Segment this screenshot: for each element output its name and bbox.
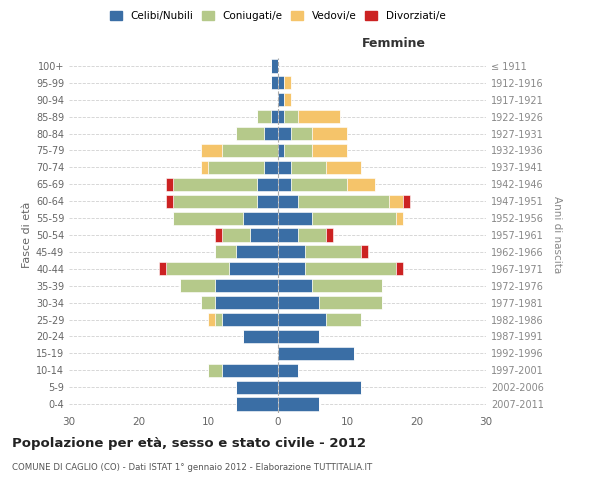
Bar	[257, 178, 277, 191]
Bar	[277, 313, 326, 326]
Bar	[277, 93, 284, 106]
Bar	[257, 194, 277, 208]
Text: COMUNE DI CAGLIO (CO) - Dati ISTAT 1° gennaio 2012 - Elaborazione TUTTITALIA.IT: COMUNE DI CAGLIO (CO) - Dati ISTAT 1° ge…	[12, 464, 372, 472]
Bar	[319, 296, 382, 309]
Bar	[222, 228, 250, 241]
Bar	[389, 194, 403, 208]
Bar	[277, 76, 284, 90]
Bar	[312, 127, 347, 140]
Bar	[312, 212, 395, 224]
Bar	[326, 228, 333, 241]
Bar	[222, 144, 277, 157]
Bar	[277, 127, 292, 140]
Bar	[236, 398, 277, 410]
Bar	[326, 313, 361, 326]
Bar	[326, 161, 361, 174]
Bar	[180, 279, 215, 292]
Bar	[208, 364, 222, 377]
Y-axis label: Fasce di età: Fasce di età	[22, 202, 32, 268]
Bar	[284, 110, 298, 124]
Bar	[166, 194, 173, 208]
Bar	[395, 212, 403, 224]
Bar	[222, 364, 277, 377]
Bar	[208, 161, 263, 174]
Bar	[271, 76, 277, 90]
Bar	[361, 246, 368, 258]
Bar	[215, 246, 236, 258]
Bar	[292, 161, 326, 174]
Bar	[271, 60, 277, 72]
Bar	[305, 246, 361, 258]
Bar	[160, 262, 166, 276]
Bar	[403, 194, 410, 208]
Bar	[215, 279, 277, 292]
Bar	[277, 194, 298, 208]
Bar	[215, 228, 222, 241]
Bar	[277, 380, 361, 394]
Bar	[395, 262, 403, 276]
Bar	[250, 228, 277, 241]
Bar	[257, 110, 271, 124]
Bar	[222, 313, 277, 326]
Bar	[277, 161, 292, 174]
Bar	[236, 246, 277, 258]
Bar	[229, 262, 277, 276]
Bar	[215, 296, 277, 309]
Legend: Celibi/Nubili, Coniugati/e, Vedovi/e, Divorziati/e: Celibi/Nubili, Coniugati/e, Vedovi/e, Di…	[107, 8, 448, 24]
Bar	[215, 313, 222, 326]
Bar	[284, 76, 292, 90]
Bar	[166, 178, 173, 191]
Bar	[173, 212, 243, 224]
Bar	[236, 380, 277, 394]
Bar	[312, 144, 347, 157]
Bar	[277, 110, 284, 124]
Text: Femmine: Femmine	[362, 38, 426, 51]
Bar	[277, 212, 312, 224]
Bar	[305, 262, 395, 276]
Bar	[277, 346, 354, 360]
Bar	[277, 279, 312, 292]
Bar	[284, 93, 292, 106]
Y-axis label: Anni di nascita: Anni di nascita	[552, 196, 562, 274]
Bar	[201, 144, 222, 157]
Bar	[312, 279, 382, 292]
Bar	[347, 178, 375, 191]
Bar	[277, 330, 319, 343]
Bar	[166, 262, 229, 276]
Bar	[208, 313, 215, 326]
Bar	[277, 144, 284, 157]
Bar	[277, 178, 292, 191]
Bar	[277, 364, 298, 377]
Bar	[173, 194, 257, 208]
Bar	[298, 228, 326, 241]
Bar	[298, 194, 389, 208]
Bar	[277, 262, 305, 276]
Bar	[243, 212, 277, 224]
Bar	[271, 110, 277, 124]
Text: Popolazione per età, sesso e stato civile - 2012: Popolazione per età, sesso e stato civil…	[12, 437, 366, 450]
Bar	[201, 296, 215, 309]
Bar	[173, 178, 257, 191]
Bar	[298, 110, 340, 124]
Bar	[201, 161, 208, 174]
Bar	[284, 144, 312, 157]
Bar	[243, 330, 277, 343]
Bar	[236, 127, 263, 140]
Bar	[263, 127, 277, 140]
Bar	[277, 398, 319, 410]
Bar	[277, 296, 319, 309]
Bar	[292, 127, 312, 140]
Bar	[263, 161, 277, 174]
Bar	[292, 178, 347, 191]
Bar	[277, 246, 305, 258]
Bar	[277, 228, 298, 241]
